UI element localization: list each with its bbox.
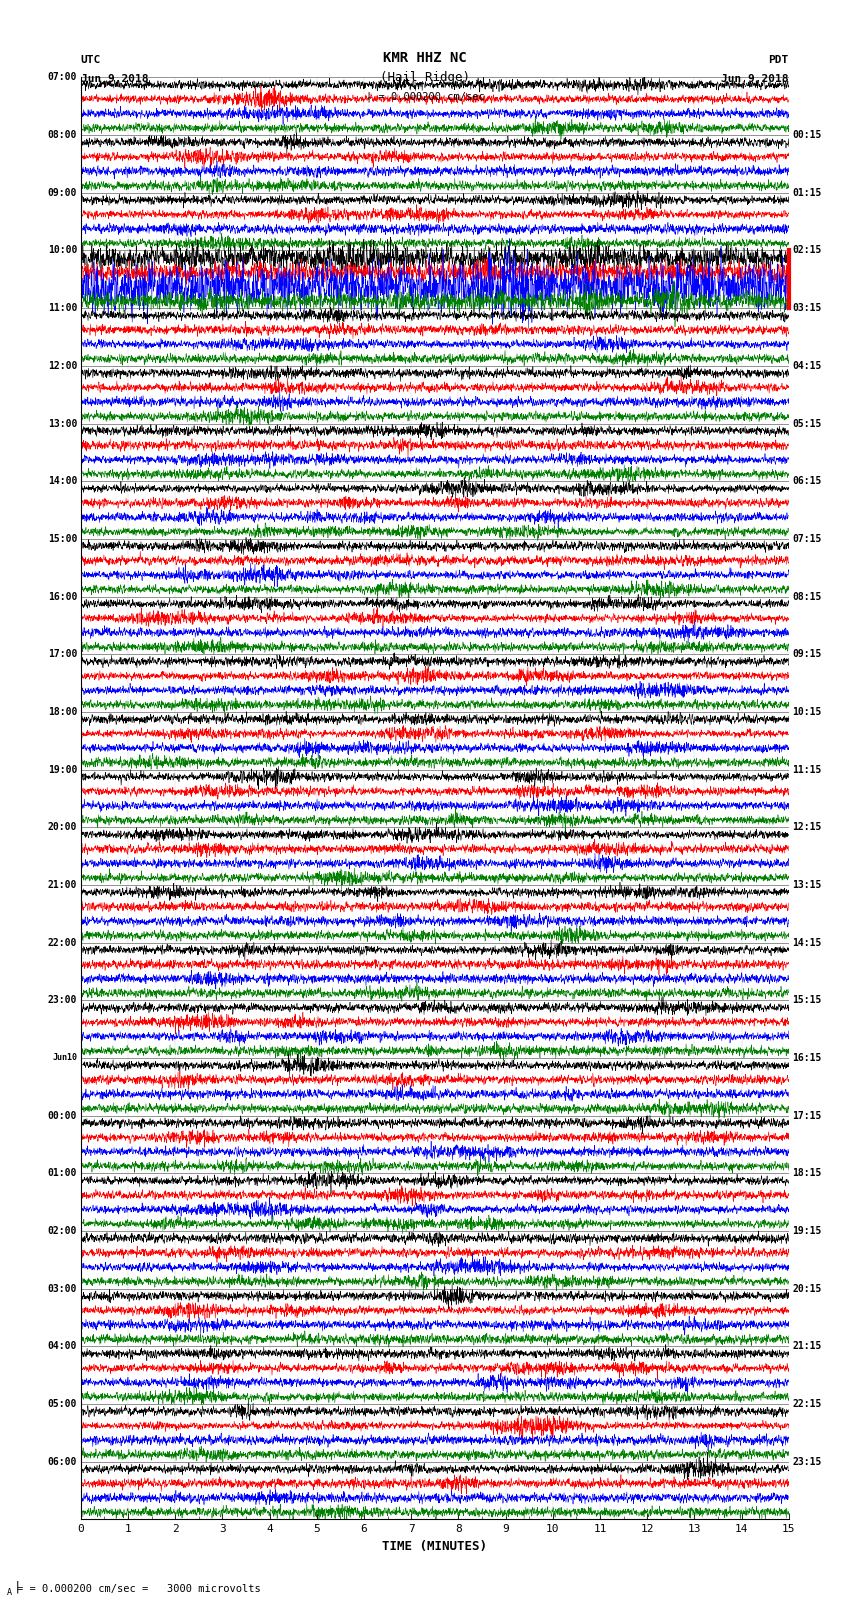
Text: 03:15: 03:15 <box>792 303 822 313</box>
Text: 23:00: 23:00 <box>48 995 77 1005</box>
Text: 08:15: 08:15 <box>792 592 822 602</box>
Text: 00:00: 00:00 <box>48 1111 77 1121</box>
Text: 01:15: 01:15 <box>792 187 822 198</box>
Text: | = 0.000200 cm/sec: | = 0.000200 cm/sec <box>366 90 484 102</box>
Text: PDT: PDT <box>768 55 789 65</box>
Text: 08:00: 08:00 <box>48 131 77 140</box>
Text: 16:15: 16:15 <box>792 1053 822 1063</box>
Text: 22:00: 22:00 <box>48 937 77 947</box>
Text: 17:00: 17:00 <box>48 650 77 660</box>
Text: 04:00: 04:00 <box>48 1342 77 1352</box>
Text: 02:00: 02:00 <box>48 1226 77 1236</box>
Text: 04:15: 04:15 <box>792 361 822 371</box>
Text: Jun 9,2018: Jun 9,2018 <box>722 74 789 84</box>
Text: 06:00: 06:00 <box>48 1457 77 1466</box>
Text: 20:15: 20:15 <box>792 1284 822 1294</box>
Text: 15:00: 15:00 <box>48 534 77 544</box>
Text: 05:00: 05:00 <box>48 1398 77 1410</box>
Text: 12:15: 12:15 <box>792 823 822 832</box>
Text: A: A <box>7 1587 12 1597</box>
Text: Jun10: Jun10 <box>52 1053 77 1063</box>
Text: 09:15: 09:15 <box>792 650 822 660</box>
Text: 22:15: 22:15 <box>792 1398 822 1410</box>
Text: 02:15: 02:15 <box>792 245 822 255</box>
Text: 10:15: 10:15 <box>792 706 822 716</box>
Text: 19:00: 19:00 <box>48 765 77 774</box>
Text: Jun 9,2018: Jun 9,2018 <box>81 74 148 84</box>
Text: 10:00: 10:00 <box>48 245 77 255</box>
Text: UTC: UTC <box>81 55 101 65</box>
Text: = = 0.000200 cm/sec =   3000 microvolts: = = 0.000200 cm/sec = 3000 microvolts <box>17 1584 261 1594</box>
Text: 03:00: 03:00 <box>48 1284 77 1294</box>
Text: 21:00: 21:00 <box>48 881 77 890</box>
Text: 11:15: 11:15 <box>792 765 822 774</box>
Text: 06:15: 06:15 <box>792 476 822 486</box>
Text: 12:00: 12:00 <box>48 361 77 371</box>
Text: 13:15: 13:15 <box>792 881 822 890</box>
Text: 18:15: 18:15 <box>792 1168 822 1179</box>
Text: 07:15: 07:15 <box>792 534 822 544</box>
Text: 18:00: 18:00 <box>48 706 77 716</box>
Text: 00:15: 00:15 <box>792 131 822 140</box>
Text: 07:00: 07:00 <box>48 73 77 82</box>
Text: 05:15: 05:15 <box>792 418 822 429</box>
X-axis label: TIME (MINUTES): TIME (MINUTES) <box>382 1540 487 1553</box>
Text: 19:15: 19:15 <box>792 1226 822 1236</box>
Text: 17:15: 17:15 <box>792 1111 822 1121</box>
Text: 11:00: 11:00 <box>48 303 77 313</box>
Text: 15:15: 15:15 <box>792 995 822 1005</box>
Text: 16:00: 16:00 <box>48 592 77 602</box>
Text: 21:15: 21:15 <box>792 1342 822 1352</box>
Text: KMR HHZ NC: KMR HHZ NC <box>383 50 467 65</box>
Text: 23:15: 23:15 <box>792 1457 822 1466</box>
Text: 20:00: 20:00 <box>48 823 77 832</box>
Text: 14:00: 14:00 <box>48 476 77 486</box>
Text: 13:00: 13:00 <box>48 418 77 429</box>
Text: |: | <box>14 1581 21 1594</box>
Text: 09:00: 09:00 <box>48 187 77 198</box>
Text: (Hail Ridge): (Hail Ridge) <box>380 71 470 84</box>
Text: 01:00: 01:00 <box>48 1168 77 1179</box>
Text: 14:15: 14:15 <box>792 937 822 947</box>
